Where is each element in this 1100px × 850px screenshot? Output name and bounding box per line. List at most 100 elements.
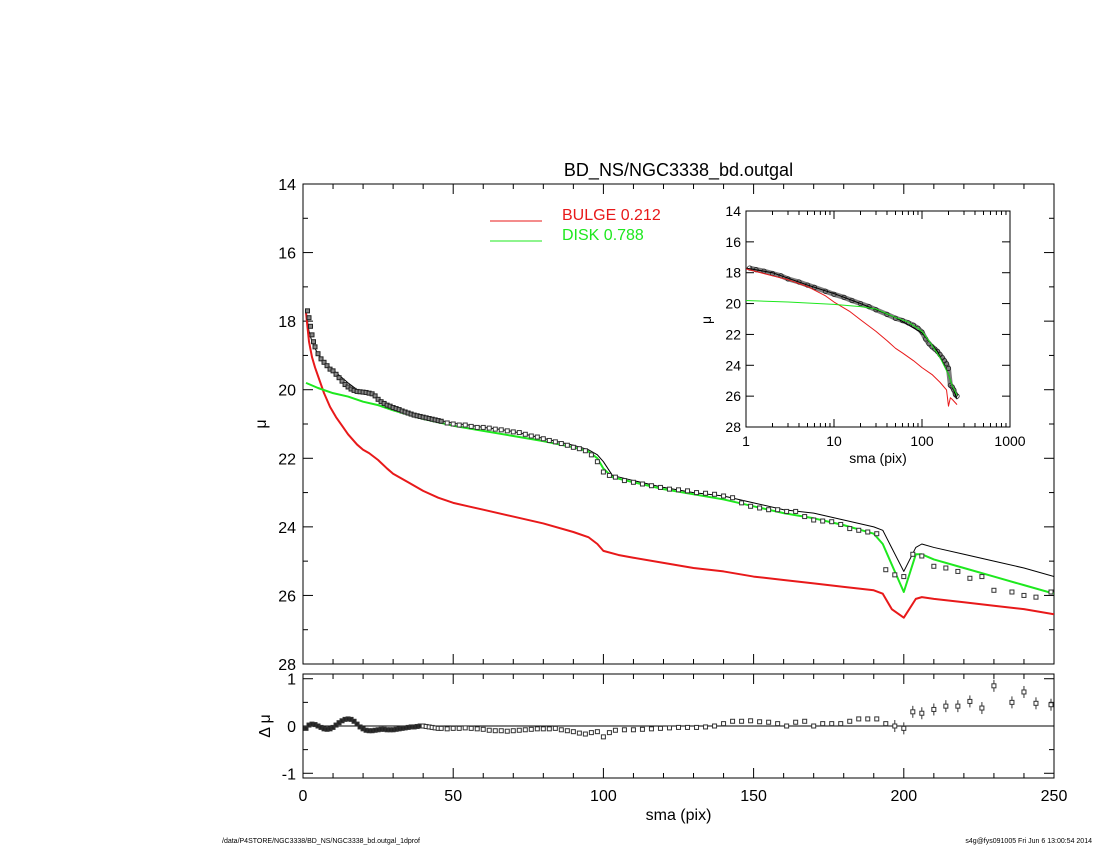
residual-point (847, 718, 853, 724)
residual-point (712, 723, 718, 729)
residual-point (528, 726, 534, 732)
data-point (486, 425, 492, 431)
inset-y-axis-label: μ (698, 316, 714, 324)
inset-y-tick-label: 14 (725, 203, 741, 219)
inset-x-tick-label: 100 (910, 433, 934, 449)
data-point (838, 521, 844, 527)
residual-point (1033, 700, 1039, 706)
residual-point (1009, 699, 1015, 705)
residual-point (351, 718, 357, 724)
residual-point (793, 719, 799, 725)
series-line (305, 312, 1054, 619)
data-point (931, 563, 937, 569)
y-tick-label: 22 (278, 451, 296, 468)
data-point (594, 459, 600, 465)
inset-series-line (746, 268, 958, 407)
x-tick-label: 250 (1041, 788, 1068, 805)
y-tick-label: 0 (287, 719, 296, 736)
residual-point (811, 723, 817, 729)
residual-point (910, 709, 916, 715)
y-tick-label: 16 (278, 246, 296, 263)
inset-data-point (945, 365, 952, 371)
data-point (438, 418, 444, 424)
data-point (793, 508, 799, 514)
inset-data-point (841, 294, 847, 300)
residual-point (570, 729, 576, 735)
data-point (315, 351, 321, 357)
data-point (339, 378, 345, 384)
residual-point (552, 725, 558, 731)
residual-point (766, 719, 772, 725)
data-point (703, 490, 709, 496)
residual-point (694, 724, 700, 730)
residual-point (630, 727, 636, 733)
data-point (498, 427, 504, 433)
data-point (468, 423, 474, 429)
data-point (811, 517, 817, 523)
data-point (766, 507, 772, 513)
data-point (748, 503, 754, 509)
data-point (883, 567, 889, 573)
residual-point (703, 724, 709, 730)
data-point (967, 575, 973, 581)
residual-point (991, 683, 997, 689)
residual-point (931, 706, 937, 712)
data-point (546, 437, 552, 443)
inset-y-tick-label: 18 (725, 265, 741, 281)
residual-point (606, 730, 612, 736)
legend-label: BULGE 0.212 (562, 207, 661, 224)
inset-y-tick-label: 28 (725, 419, 741, 435)
data-point (621, 478, 627, 484)
residual-point (648, 726, 654, 732)
data-point (558, 441, 564, 447)
footer-file-path: /data/P4STORE/NGC3338/BD_NS/NGC3338_bd.o… (222, 838, 420, 845)
residual-point (522, 727, 528, 733)
inset-x-axis-label: sma (pix) (849, 450, 907, 466)
residual-point (450, 725, 456, 731)
data-point (612, 474, 618, 480)
data-point (444, 420, 450, 426)
residual-point (748, 718, 754, 724)
data-point (516, 430, 522, 436)
data-point (510, 429, 516, 435)
residual-point (558, 727, 564, 733)
residual-point (919, 710, 925, 716)
residual-point (979, 705, 985, 711)
data-point (480, 424, 486, 430)
data-point (318, 356, 324, 362)
data-point (305, 308, 311, 314)
residual-point (594, 729, 600, 735)
residual-point (534, 726, 540, 732)
data-point (775, 507, 781, 513)
residual-point (480, 726, 486, 732)
data-point (820, 518, 826, 524)
data-point (856, 527, 862, 533)
y-tick-label: 26 (278, 588, 296, 605)
residual-point (354, 721, 360, 727)
residual-point (666, 725, 672, 731)
data-point (456, 422, 462, 428)
data-point (829, 519, 835, 525)
inset-data-point (866, 304, 872, 310)
data-point (847, 526, 853, 532)
data-point (757, 505, 763, 511)
residual-point (588, 730, 594, 736)
residual-point (901, 725, 907, 731)
residual-point (456, 725, 462, 731)
inset-plot-frame (745, 210, 1011, 428)
inset-data-point (796, 279, 802, 285)
x-tick-label: 150 (740, 788, 767, 805)
x-tick-label: 100 (590, 788, 617, 805)
data-point (919, 553, 925, 559)
inset-y-tick-label: 22 (725, 326, 741, 342)
data-point (657, 484, 663, 490)
inset-data-point (849, 297, 855, 304)
data-point (991, 587, 997, 593)
residual-point (612, 727, 618, 733)
x-tick-label: 0 (299, 788, 308, 805)
residual-point (892, 723, 898, 729)
data-point (588, 452, 594, 458)
y-tick-label: 28 (278, 657, 296, 674)
data-point (372, 393, 378, 399)
residual-point (874, 716, 880, 722)
